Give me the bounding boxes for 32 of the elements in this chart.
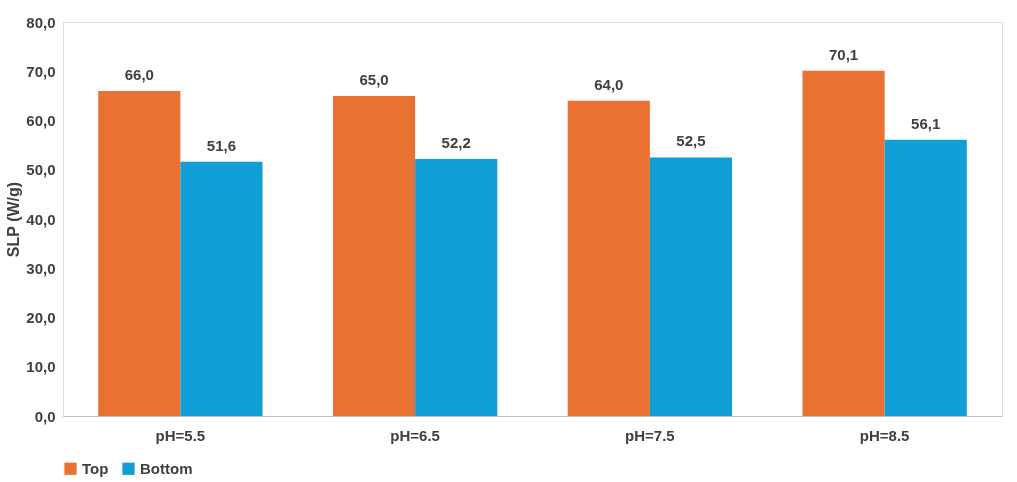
data-label: 66,0: [124, 65, 154, 83]
y-tick-label: 50,0: [26, 161, 56, 179]
y-tick-label: 80,0: [26, 13, 56, 31]
data-label: 52,2: [441, 133, 471, 151]
data-label: 51,6: [206, 136, 237, 154]
data-label: 56,1: [911, 114, 941, 132]
bar: [884, 139, 967, 416]
bar: [332, 95, 416, 416]
x-tick-label: pH=5.5: [155, 426, 206, 444]
bar: [567, 100, 650, 416]
data-label: 65,0: [359, 70, 389, 88]
bar: [180, 161, 263, 416]
bar: [415, 158, 498, 416]
bar: [802, 70, 885, 416]
data-label: 70,1: [828, 45, 859, 63]
x-tick-label: pH=6.5: [390, 426, 440, 444]
x-tick-label: pH=8.5: [859, 426, 910, 444]
y-axis-title: SLP (W/g): [5, 181, 23, 258]
bar: [98, 90, 181, 416]
legend-label: Top: [82, 459, 109, 477]
y-tick-label: 70,0: [26, 62, 56, 80]
data-label: 64,0: [594, 75, 624, 93]
data-label: 52,5: [676, 132, 706, 150]
y-tick-label: 40,0: [26, 210, 56, 228]
x-tick-label: pH=7.5: [625, 426, 675, 444]
y-tick-label: 10,0: [26, 358, 56, 376]
y-tick-label: 60,0: [26, 112, 56, 129]
y-tick-label: 20,0: [26, 309, 56, 326]
legend-label: Bottom: [140, 459, 193, 477]
y-tick-label: 0,0: [34, 407, 56, 425]
bar: [649, 157, 733, 416]
y-tick-label: 30,0: [26, 259, 56, 277]
